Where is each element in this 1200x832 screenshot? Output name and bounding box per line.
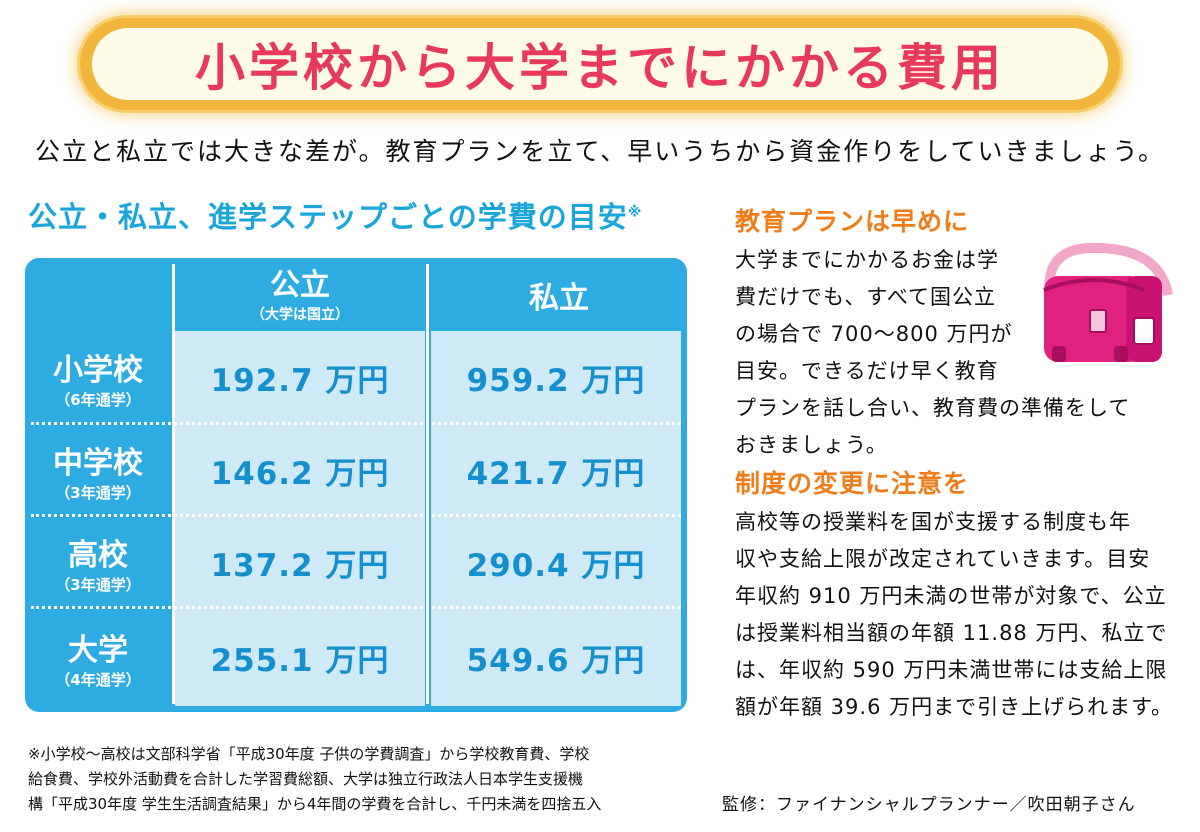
header-public: 公立 （大学は国立） [175, 258, 425, 333]
section-text-policy: 高校等の授業料を国が支援する制度も年 収や支給上限が改定されていきます。目安 年… [735, 504, 1173, 726]
school-bag-icon [1043, 242, 1173, 362]
row-divider [31, 514, 681, 517]
title-banner-inner: 小学校から大学までにかかる費用 [92, 28, 1108, 100]
row-label-high-school: 高校 （3年通学） [25, 516, 171, 608]
text-line: 目安。できるだけ早く教育 [735, 359, 999, 383]
header-public-note: （大学は国立） [251, 307, 349, 323]
header-private-label: 私立 [529, 280, 589, 316]
text-line: 収や支給上限が改定されていきます。目安 [735, 547, 1151, 571]
text-line: は授業料相当額の年額 11.88 万円、私立で [735, 621, 1168, 645]
row-label-text: 大学 [68, 632, 128, 668]
text-line: プランを話し合い、教育費の準備をして [735, 396, 1131, 420]
text-line: の場合で 700〜800 万円が [735, 322, 1013, 346]
text-line: 年収約 910 万円未満の世帯が対象で、公立 [735, 584, 1167, 608]
row-label-university: 大学 （4年通学） [25, 608, 171, 706]
row-divider [31, 606, 681, 609]
text-line: は、年収約 590 万円未満世帯には支給上限 [735, 658, 1168, 682]
cell-private-junior-high: 421.7 万円 [431, 424, 681, 516]
cell-private-university: 549.6 万円 [431, 608, 681, 706]
supervisor-credit: 監修：ファイナンシャルプランナー／吹田朝子さん [722, 795, 1136, 815]
column-divider [172, 264, 175, 704]
header-private: 私立 [431, 258, 687, 331]
row-years-text: （3年通学） [55, 483, 141, 502]
row-years-text: （4年通学） [55, 670, 141, 689]
table-heading: 公立・私立、進学ステップごとの学費の目安※ [28, 194, 642, 236]
text-line: 高校等の授業料を国が支援する制度も年 [735, 510, 1131, 534]
cell-private-high-school: 290.4 万円 [431, 516, 681, 608]
table-heading-text: 公立・私立、進学ステップごとの学費の目安 [28, 200, 628, 234]
text-line: 大学までにかかるお金は学 [735, 248, 999, 272]
page-title: 小学校から大学までにかかる費用 [195, 39, 1005, 97]
header-public-label: 公立 [270, 268, 330, 303]
footnote-line: 給食費、学校外活動費を合計した学習費総額、大学は独立行政法人日本学生支援機 [28, 770, 584, 788]
cell-private-elementary: 959.2 万円 [431, 331, 681, 424]
cell-public-university: 255.1 万円 [175, 608, 425, 706]
title-banner: 小学校から大学までにかかる費用 [80, 18, 1120, 110]
footnote-line: 構「平成30年度 学生生活調査結果」から4年間の学費を合計し、千円未満を四捨五入 [28, 795, 602, 813]
cell-public-elementary: 192.7 万円 [175, 331, 425, 424]
row-years-text: （3年通学） [55, 575, 141, 594]
row-label-junior-high: 中学校 （3年通学） [25, 424, 171, 516]
row-years-text: （6年通学） [55, 391, 141, 409]
table-heading-mark: ※ [627, 204, 643, 221]
cell-public-high-school: 137.2 万円 [175, 516, 425, 608]
text-line: 額が年額 39.6 万円まで引き上げられます。 [735, 695, 1174, 719]
row-label-text: 高校 [68, 537, 128, 573]
row-divider [31, 422, 681, 425]
section-text-plan: 大学までにかかるお金は学 費だけでも、すべて国公立 の場合で 700〜800 万… [735, 242, 1130, 464]
column-divider [426, 264, 429, 704]
section-heading-plan: 教育プランは早めに [735, 207, 970, 236]
text-line: 費だけでも、すべて国公立 [735, 285, 997, 309]
text-line: おきましょう。 [735, 433, 888, 457]
row-label-elementary: 小学校 （6年通学） [25, 331, 171, 424]
page-subtitle: 公立と私立では大きな差が。教育プランを立て、早いうちから資金作りをしていきましょ… [34, 137, 1165, 166]
section-heading-policy: 制度の変更に注意を [735, 469, 970, 498]
row-label-text: 中学校 [53, 445, 143, 481]
footnote-line: ※小学校〜高校は文部科学省「平成30年度 子供の学費調査」から学校教育費、学校 [28, 745, 590, 763]
row-label-text: 小学校 [53, 353, 143, 388]
cell-public-junior-high: 146.2 万円 [175, 424, 425, 516]
cost-table: 公立 （大学は国立） 私立 小学校 （6年通学） 192.7 万円 959.2 … [25, 258, 687, 712]
footnote: ※小学校〜高校は文部科学省「平成30年度 子供の学費調査」から学校教育費、学校 … [28, 742, 601, 817]
